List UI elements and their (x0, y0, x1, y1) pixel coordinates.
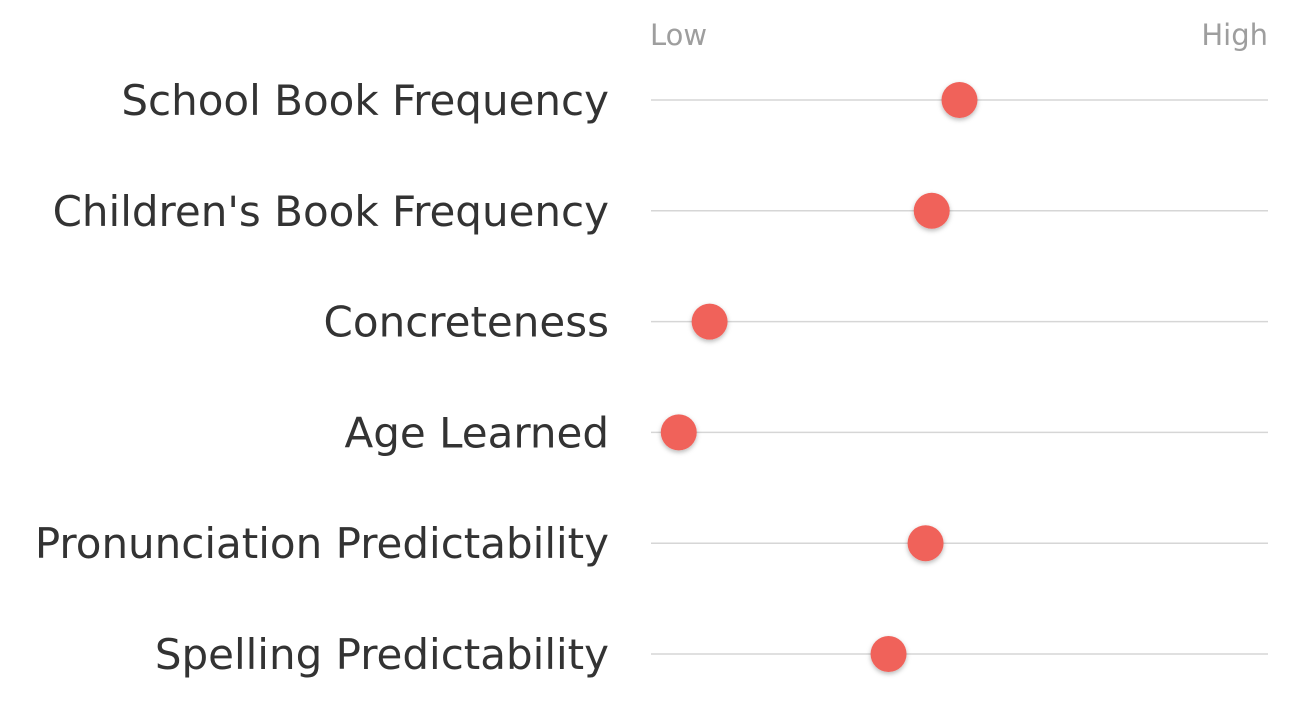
row-label: Pronunciation Predictability (35, 519, 609, 568)
value-dot (660, 414, 697, 451)
value-dot (907, 525, 944, 562)
scale-low-label: Low (650, 18, 707, 52)
row-label: Concreteness (324, 298, 609, 347)
row-label: Spelling Predictability (155, 630, 609, 679)
value-dot (870, 636, 907, 672)
chart-rows: School Book Frequency Children's Book Fre… (35, 76, 1268, 679)
value-dot (691, 303, 728, 340)
row-label: School Book Frequency (121, 76, 609, 125)
value-dot (913, 192, 950, 229)
row-label: Age Learned (345, 408, 609, 457)
row-label: Children's Book Frequency (53, 187, 609, 236)
value-dot (941, 82, 978, 118)
scale-high-label: High (1201, 18, 1268, 52)
